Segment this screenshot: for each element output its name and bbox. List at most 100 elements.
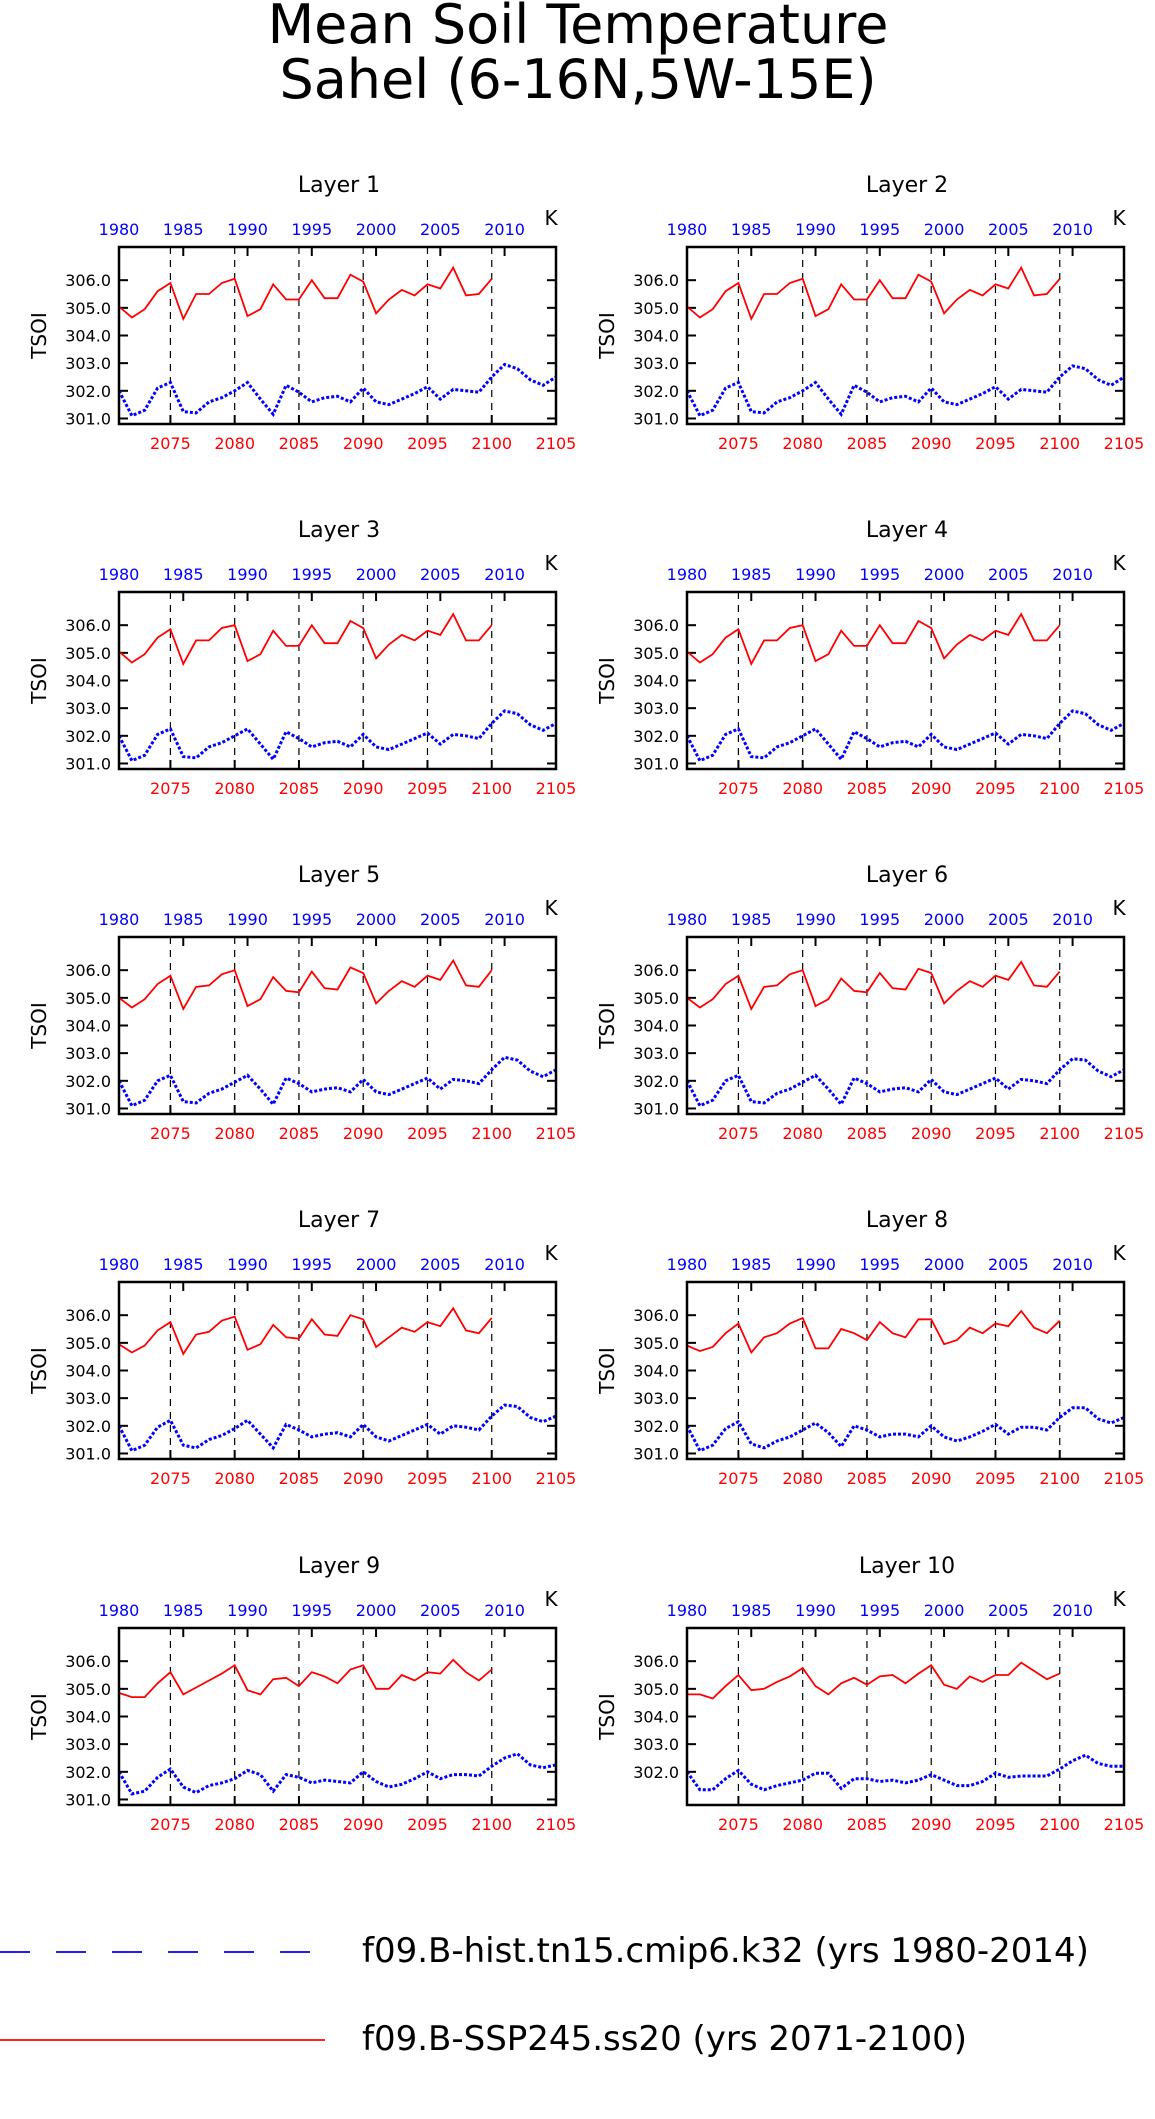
panel-title: Layer 4 bbox=[866, 518, 948, 543]
y-tick-label: 306.0 bbox=[65, 1306, 111, 1325]
x-tick-label-top: 2000 bbox=[924, 565, 965, 584]
panel-title: Layer 1 bbox=[298, 173, 380, 198]
panel-title: Layer 6 bbox=[866, 863, 948, 888]
y-tick-label: 301.0 bbox=[65, 754, 111, 773]
series-line-hist bbox=[117, 1055, 557, 1108]
x-tick-label-top: 1985 bbox=[163, 1601, 204, 1620]
x-tick-label-top: 1995 bbox=[291, 565, 332, 584]
x-tick-label-bottom: 2085 bbox=[279, 1469, 320, 1488]
panel-title: Layer 2 bbox=[866, 173, 948, 198]
panel-title: Layer 3 bbox=[298, 518, 380, 543]
y-tick-label: 304.0 bbox=[65, 327, 111, 346]
y-tick-label: 306.0 bbox=[633, 1652, 679, 1671]
x-tick-label-bottom: 2080 bbox=[782, 1815, 823, 1834]
series-line-hist bbox=[685, 1753, 1124, 1792]
y-tick-label: 302.0 bbox=[65, 1072, 111, 1091]
x-tick-label-bottom: 2080 bbox=[214, 434, 255, 453]
panel-title: Layer 9 bbox=[298, 1554, 380, 1579]
x-tick-label-bottom: 2100 bbox=[471, 1469, 512, 1488]
x-tick-label-bottom: 2100 bbox=[471, 779, 512, 798]
x-tick-label-top: 1985 bbox=[731, 220, 772, 239]
x-tick-label-bottom: 2095 bbox=[975, 779, 1016, 798]
x-tick-label-bottom: 2085 bbox=[279, 1815, 320, 1834]
x-tick-label-top: 2010 bbox=[484, 565, 525, 584]
y-tick-label: 303.0 bbox=[65, 1389, 111, 1408]
y-tick-label: 306.0 bbox=[633, 1306, 679, 1325]
x-tick-label-top: 1995 bbox=[859, 565, 900, 584]
x-tick-label-top: 1995 bbox=[291, 910, 332, 929]
x-tick-label-top: 1990 bbox=[795, 565, 836, 584]
y-tick-label: 306.0 bbox=[65, 1652, 111, 1671]
x-tick-label-top: 1995 bbox=[291, 1255, 332, 1274]
y-tick-label: 303.0 bbox=[633, 1389, 679, 1408]
x-tick-label-bottom: 2090 bbox=[911, 1124, 952, 1143]
y-axis-label: TSOI bbox=[27, 1693, 51, 1741]
plot-frame bbox=[685, 590, 1126, 771]
x-tick-label-bottom: 2095 bbox=[975, 1469, 1016, 1488]
x-tick-label-bottom: 2090 bbox=[343, 1815, 384, 1834]
y-tick-label: 306.0 bbox=[65, 271, 111, 290]
x-tick-label-bottom: 2090 bbox=[911, 1469, 952, 1488]
x-tick-label-bottom: 2080 bbox=[214, 1469, 255, 1488]
series-line-ssp245 bbox=[118, 612, 493, 667]
series-line-hist bbox=[117, 362, 557, 418]
panel-10: Layer 10 K TSOI 302.0 303.0 304.0 305.0 306.0 20… bbox=[595, 1554, 1144, 1834]
y-tick-label: 302.0 bbox=[633, 382, 679, 401]
x-tick-label-top: 2000 bbox=[356, 1255, 397, 1274]
y-tick-label: 303.0 bbox=[65, 1735, 111, 1754]
x-tick-label-top: 1990 bbox=[227, 565, 268, 584]
y-tick-label: 305.0 bbox=[65, 1334, 111, 1353]
units-label: K bbox=[544, 551, 558, 575]
y-tick-label: 306.0 bbox=[633, 616, 679, 635]
series-line-ssp245 bbox=[118, 958, 493, 1011]
y-tick-label: 301.0 bbox=[633, 409, 679, 428]
panel-title: Layer 8 bbox=[866, 1208, 948, 1233]
y-tick-label: 302.0 bbox=[65, 727, 111, 746]
x-tick-label-top: 1995 bbox=[859, 910, 900, 929]
x-tick-label-top: 2000 bbox=[924, 1601, 965, 1620]
x-tick-label-bottom: 2100 bbox=[471, 1815, 512, 1834]
x-tick-label-bottom: 2075 bbox=[718, 1469, 759, 1488]
plot-frame bbox=[117, 935, 558, 1116]
panel-9: Layer 9 K TSOI 301.0 302.0 303.0 304.0 305.0 306… bbox=[27, 1554, 576, 1834]
x-tick-label-bottom: 2080 bbox=[782, 1469, 823, 1488]
series-line-hist bbox=[685, 364, 1125, 418]
series-line-ssp245 bbox=[686, 960, 1061, 1011]
x-tick-label-bottom: 2080 bbox=[214, 779, 255, 798]
y-tick-label: 304.0 bbox=[633, 327, 679, 346]
y-tick-label: 306.0 bbox=[633, 961, 679, 980]
y-tick-label: 302.0 bbox=[633, 1763, 679, 1782]
x-tick-label-bottom: 2095 bbox=[407, 1124, 448, 1143]
x-tick-label-bottom: 2105 bbox=[536, 1815, 577, 1834]
x-tick-label-bottom: 2075 bbox=[150, 1469, 191, 1488]
x-tick-label-top: 2000 bbox=[924, 910, 965, 929]
x-tick-label-top: 2005 bbox=[420, 1601, 461, 1620]
x-tick-label-top: 2005 bbox=[988, 1255, 1029, 1274]
y-tick-label: 304.0 bbox=[633, 1017, 679, 1036]
x-tick-label-bottom: 2085 bbox=[279, 434, 320, 453]
x-tick-label-bottom: 2075 bbox=[150, 434, 191, 453]
series-line-hist bbox=[685, 1057, 1125, 1108]
x-tick-label-bottom: 2105 bbox=[536, 779, 577, 798]
series-line-ssp245 bbox=[118, 1658, 493, 1698]
x-tick-label-bottom: 2105 bbox=[1104, 779, 1145, 798]
y-tick-label: 302.0 bbox=[65, 382, 111, 401]
series-line-ssp245 bbox=[118, 265, 493, 322]
x-tick-label-top: 1990 bbox=[227, 220, 268, 239]
x-tick-label-top: 1990 bbox=[795, 220, 836, 239]
panel-8: Layer 8 K TSOI 301.0 302.0 303.0 304.0 305.0 306… bbox=[595, 1208, 1144, 1488]
x-tick-label-bottom: 2095 bbox=[407, 1815, 448, 1834]
x-tick-label-top: 1985 bbox=[731, 1255, 772, 1274]
series-line-hist bbox=[685, 1406, 1125, 1453]
y-axis-label: TSOI bbox=[595, 657, 619, 705]
x-tick-label-bottom: 2085 bbox=[279, 1124, 320, 1143]
y-tick-label: 303.0 bbox=[65, 699, 111, 718]
plot-frame bbox=[685, 245, 1126, 426]
x-tick-label-top: 1985 bbox=[731, 910, 772, 929]
x-tick-label-top: 2000 bbox=[924, 220, 965, 239]
x-tick-label-top: 1990 bbox=[227, 1601, 268, 1620]
x-tick-label-top: 1980 bbox=[667, 1255, 708, 1274]
x-tick-label-bottom: 2080 bbox=[782, 1124, 823, 1143]
y-tick-label: 305.0 bbox=[633, 1680, 679, 1699]
